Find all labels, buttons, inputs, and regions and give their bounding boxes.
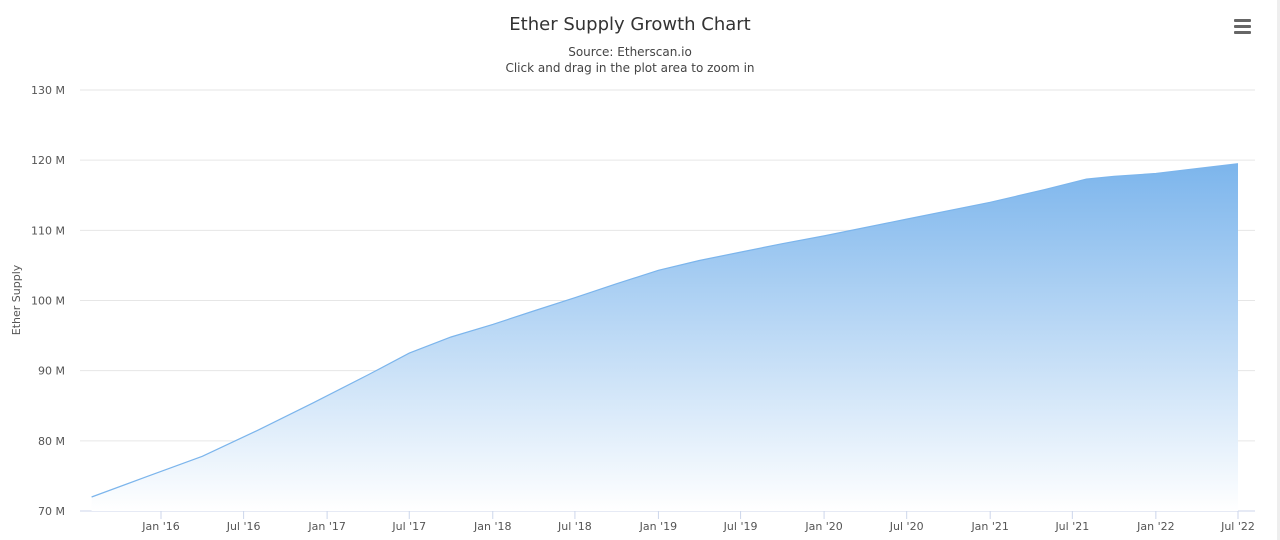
x-tick-label: Jul '22 [1220,520,1255,533]
y-tick-label: 70 M [38,505,65,518]
x-tick-label: Jul '17 [391,520,426,533]
x-tick-label: Jan '22 [1136,520,1174,533]
y-tick-label: 110 M [31,224,65,237]
x-tick-label: Jul '16 [226,520,261,533]
x-tick-label: Jul '21 [1054,520,1089,533]
x-tick-label: Jan '16 [141,520,179,533]
y-axis-label: Ether Supply [10,264,23,335]
x-tick-label: Jan '21 [970,520,1008,533]
x-tick-label: Jul '19 [723,520,758,533]
y-tick-label: 80 M [38,435,65,448]
x-tick-label: Jan '20 [804,520,842,533]
chart-subtitle-source: Source: Etherscan.io [568,45,692,59]
x-tick-label: Jan '18 [473,520,511,533]
y-tick-label: 130 M [31,84,65,97]
supply-series-line [91,163,1239,498]
y-tick-label: 90 M [38,365,65,378]
y-tick-label: 120 M [31,154,65,167]
supply-area-fill [91,163,1239,511]
scrollbar-edge [1277,0,1280,540]
hamburger-menu-icon[interactable] [1234,18,1256,36]
x-tick-label: Jan '19 [639,520,677,533]
x-tick-label: Jul '18 [557,520,592,533]
chart-title: Ether Supply Growth Chart [509,14,751,35]
chart-subtitle-zoom-hint: Click and drag in the plot area to zoom … [505,61,755,75]
x-tick-label: Jan '17 [307,520,345,533]
x-tick-label: Jul '20 [889,520,924,533]
y-tick-label: 100 M [31,295,65,308]
